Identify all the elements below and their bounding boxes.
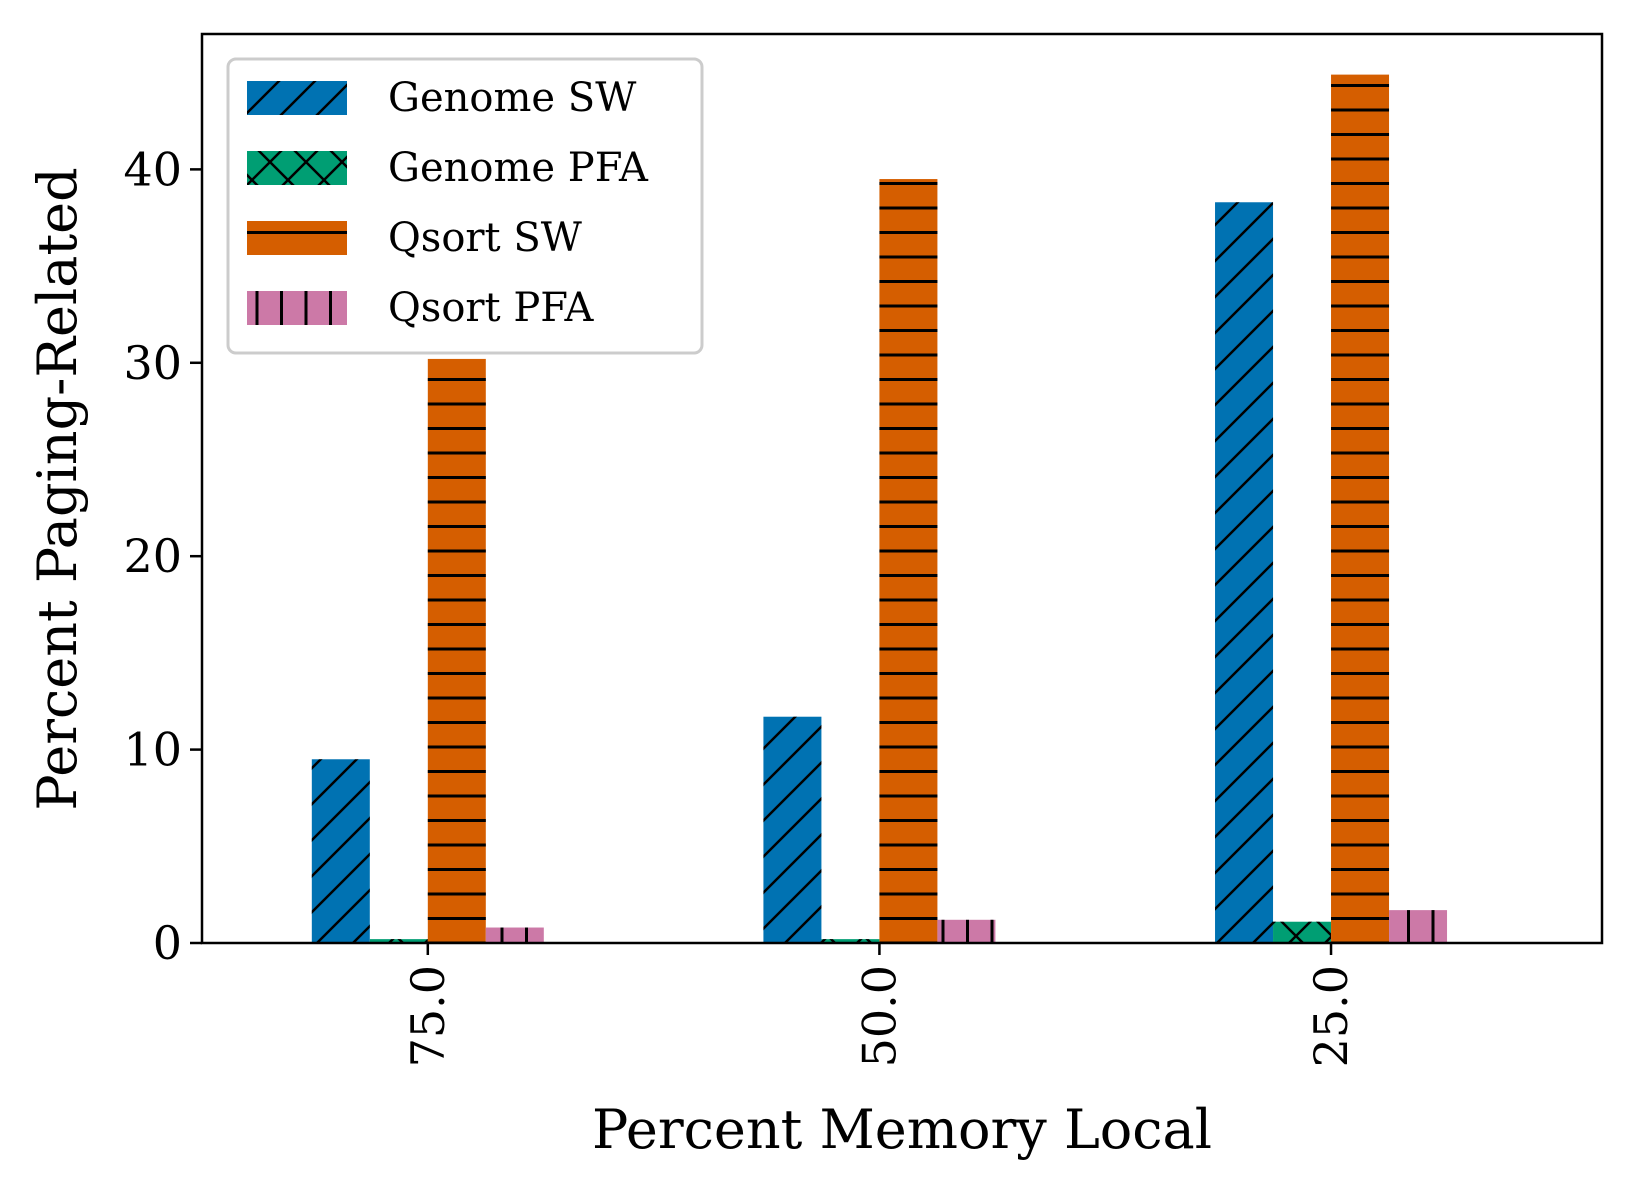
legend-item-qsort-pfa: Qsort PFA bbox=[247, 285, 595, 331]
bar-genome-sw-25.0 bbox=[1215, 202, 1274, 943]
bar-hatch bbox=[427, 358, 486, 943]
x-tick-label: 50.0 bbox=[852, 965, 906, 1067]
bar-qsort-pfa-25.0 bbox=[1389, 910, 1448, 943]
legend-label: Qsort SW bbox=[388, 215, 582, 261]
y-tick-label: 10 bbox=[123, 723, 182, 777]
bar-hatch bbox=[369, 939, 428, 943]
x-tick-label: 25.0 bbox=[1304, 965, 1358, 1067]
y-tick-label: 0 bbox=[153, 916, 182, 970]
bar-hatch bbox=[1273, 921, 1332, 943]
x-axis: 75.0 50.0 25.0 bbox=[401, 943, 1358, 1067]
y-tick-label: 30 bbox=[123, 336, 182, 390]
y-axis-label: Percent Paging-Related bbox=[26, 167, 89, 810]
legend-swatch-hatch bbox=[247, 151, 347, 185]
x-axis-label: Percent Memory Local bbox=[592, 1098, 1212, 1161]
bar-genome-sw-75.0 bbox=[311, 759, 370, 943]
legend-label: Genome SW bbox=[388, 75, 636, 121]
legend-item-genome-sw: Genome SW bbox=[247, 75, 636, 121]
bar-qsort-pfa-50.0 bbox=[937, 919, 996, 943]
legend-item-genome-pfa: Genome PFA bbox=[247, 145, 649, 191]
legend-swatch-hatch bbox=[247, 81, 347, 115]
plot-frame bbox=[200, 32, 1604, 945]
bars-layer bbox=[311, 74, 1448, 944]
bar-hatch bbox=[1331, 74, 1390, 944]
legend-label: Genome PFA bbox=[388, 145, 649, 191]
bar-hatch bbox=[1389, 910, 1448, 943]
bar-qsort-pfa-75.0 bbox=[485, 927, 544, 943]
bar-genome-pfa-75.0 bbox=[369, 939, 428, 943]
bar-genome-sw-50.0 bbox=[763, 716, 822, 943]
bar-hatch bbox=[763, 716, 822, 943]
bar-qsort-sw-75.0 bbox=[427, 358, 486, 943]
bar-hatch bbox=[311, 759, 370, 943]
bar-qsort-sw-25.0 bbox=[1331, 74, 1390, 944]
bar-hatch bbox=[821, 939, 880, 943]
legend-frame bbox=[226, 57, 704, 355]
legend: Genome SW Genome PFA Qsort SW Qsort PFA bbox=[226, 57, 704, 355]
bar-genome-pfa-50.0 bbox=[821, 939, 880, 943]
legend-swatch-hatch bbox=[247, 291, 347, 325]
bar-qsort-sw-50.0 bbox=[879, 179, 938, 943]
bar-hatch bbox=[879, 179, 938, 943]
bar-hatch bbox=[937, 919, 996, 943]
bar-genome-pfa-25.0 bbox=[1273, 921, 1332, 943]
bar-hatch bbox=[1215, 202, 1274, 943]
legend-swatch-hatch bbox=[247, 221, 347, 255]
x-tick-label: 75.0 bbox=[401, 965, 455, 1067]
y-axis: 0 10 20 30 40 bbox=[123, 142, 202, 970]
bar-hatch bbox=[485, 927, 544, 943]
legend-label: Qsort PFA bbox=[388, 285, 595, 331]
y-tick-label: 40 bbox=[123, 142, 182, 196]
legend-item-qsort-sw: Qsort SW bbox=[247, 215, 582, 261]
y-tick-label: 20 bbox=[123, 529, 182, 583]
